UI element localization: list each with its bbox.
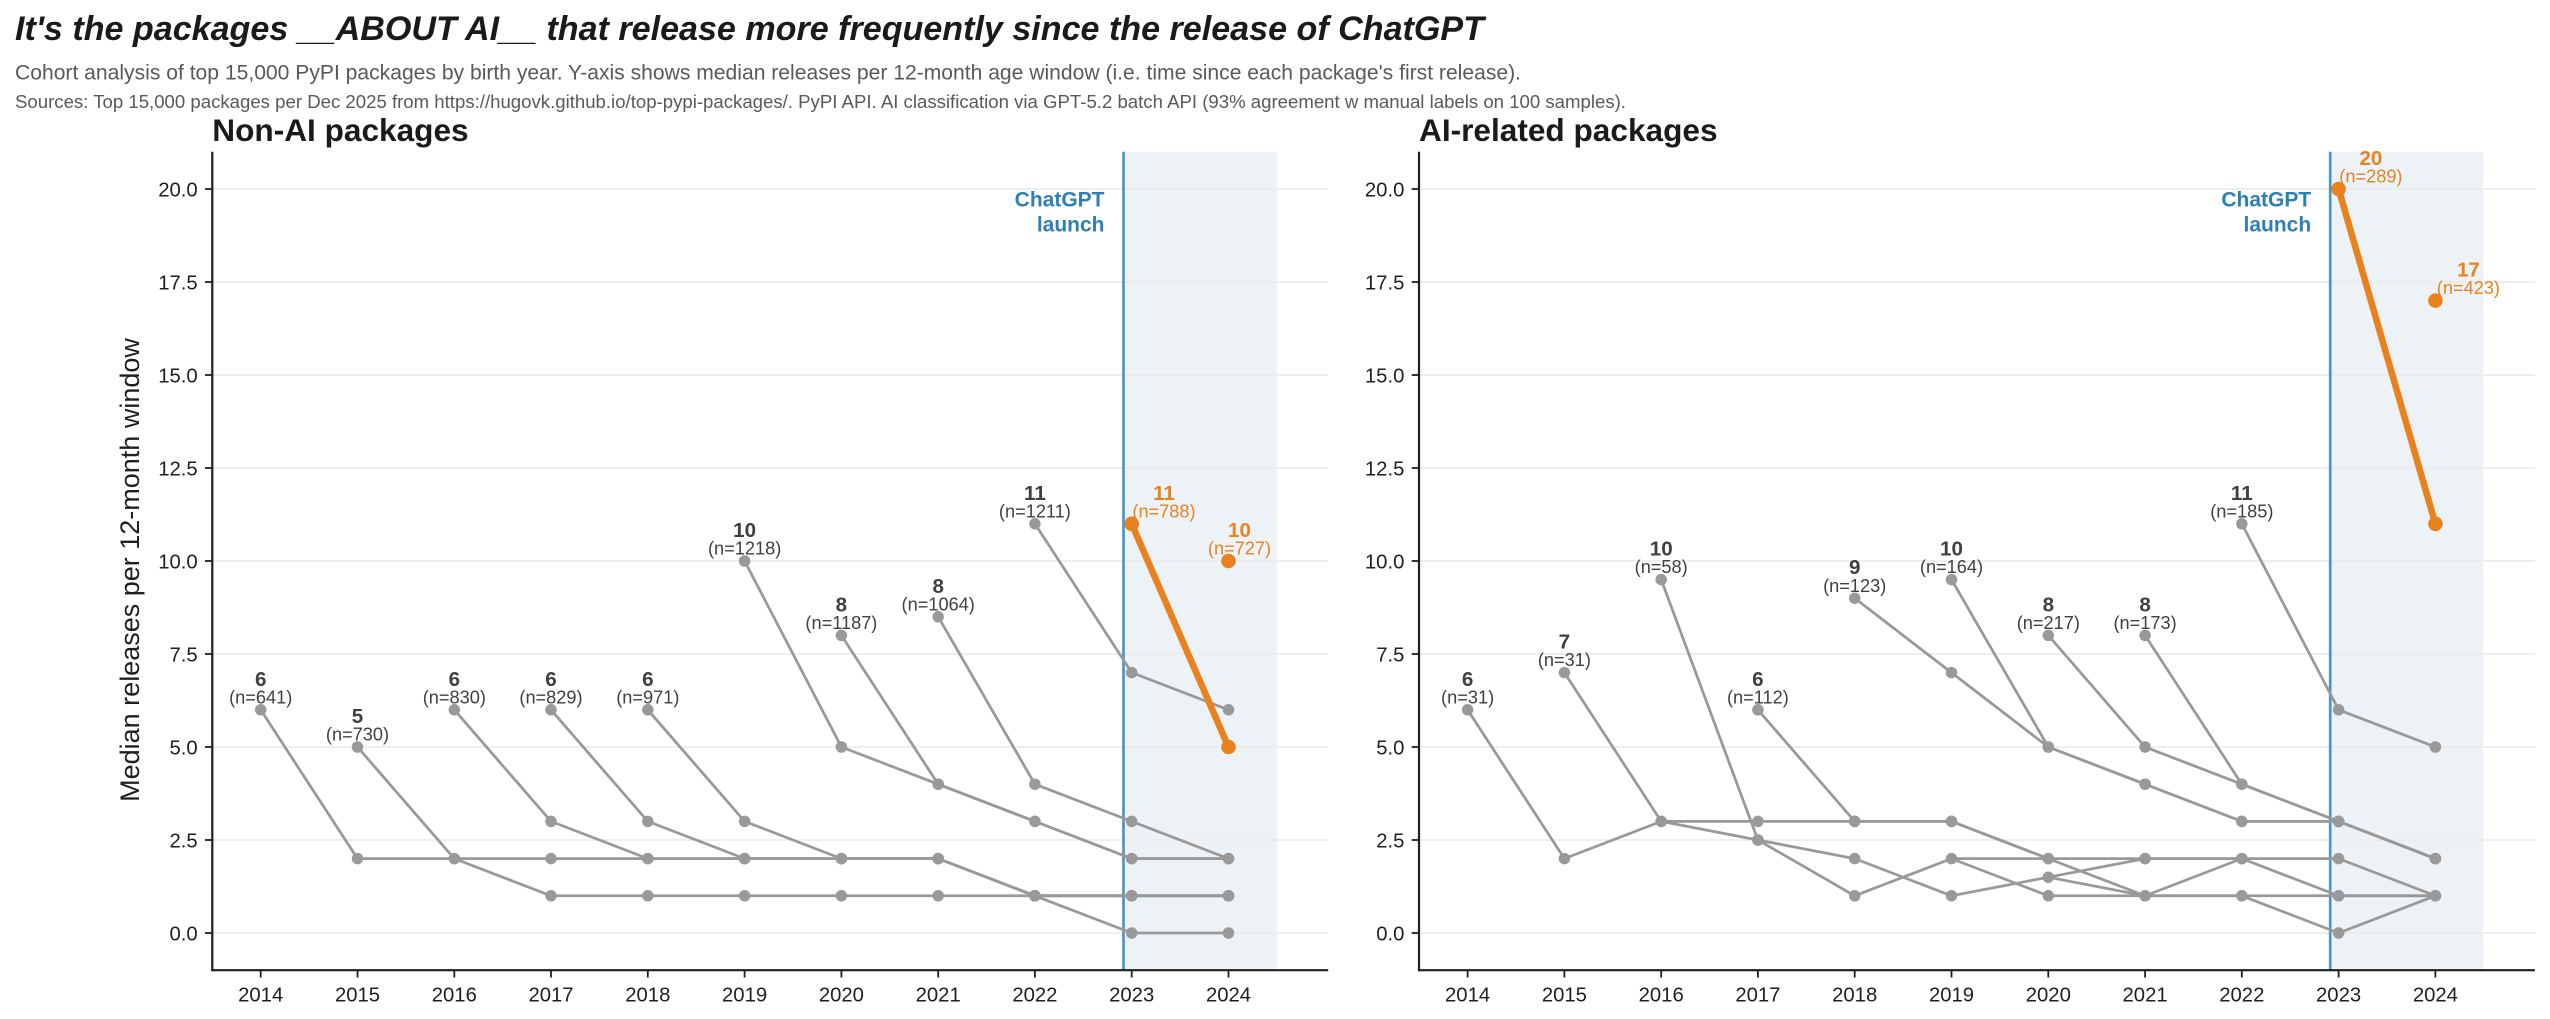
svg-text:(n=727): (n=727) [1208, 539, 1271, 559]
svg-text:9: 9 [1849, 556, 1860, 579]
svg-text:2023: 2023 [2316, 984, 2361, 1006]
svg-text:5.0: 5.0 [169, 737, 197, 759]
svg-text:11: 11 [1153, 482, 1175, 505]
svg-text:2024: 2024 [1206, 984, 1251, 1006]
svg-text:17.5: 17.5 [1365, 272, 1404, 294]
svg-text:2015: 2015 [1542, 984, 1587, 1006]
svg-text:(n=641): (n=641) [229, 687, 292, 707]
svg-text:20.0: 20.0 [158, 179, 197, 201]
svg-text:(n=123): (n=123) [1823, 576, 1886, 596]
svg-text:2014: 2014 [238, 984, 283, 1006]
svg-text:2014: 2014 [1445, 984, 1490, 1006]
svg-text:(n=830): (n=830) [423, 687, 486, 707]
svg-text:(n=164): (n=164) [1920, 557, 1983, 577]
svg-text:2017: 2017 [528, 984, 573, 1006]
svg-text:10: 10 [1228, 519, 1251, 542]
svg-text:2020: 2020 [2026, 984, 2071, 1006]
svg-text:11: 11 [2231, 482, 2253, 505]
svg-text:2.5: 2.5 [1376, 830, 1404, 852]
svg-text:10: 10 [733, 519, 756, 542]
svg-text:2017: 2017 [1735, 984, 1780, 1006]
svg-text:2019: 2019 [1929, 984, 1974, 1006]
svg-text:(n=58): (n=58) [1635, 557, 1688, 577]
svg-text:2016: 2016 [1639, 984, 1684, 1006]
svg-text:11: 11 [1024, 482, 1046, 505]
svg-text:(n=1064): (n=1064) [902, 594, 975, 614]
svg-text:(n=423): (n=423) [2437, 278, 2500, 298]
svg-text:0.0: 0.0 [1376, 923, 1404, 945]
svg-text:(n=31): (n=31) [1538, 650, 1591, 670]
svg-text:Cohort analysis of top 15,000: Cohort analysis of top 15,000 PyPI packa… [15, 62, 1521, 85]
svg-text:(n=1211): (n=1211) [999, 501, 1071, 521]
svg-text:(n=112): (n=112) [1727, 687, 1789, 707]
svg-text:6: 6 [1752, 668, 1763, 691]
svg-text:ChatGPT: ChatGPT [2221, 189, 2311, 212]
svg-text:launch: launch [1037, 214, 1105, 237]
svg-text:8: 8 [932, 575, 943, 598]
svg-text:17.5: 17.5 [158, 272, 197, 294]
svg-text:2022: 2022 [2219, 984, 2264, 1006]
svg-text:2018: 2018 [1832, 984, 1877, 1006]
svg-text:Median releases per 12-month w: Median releases per 12-month window [115, 338, 145, 802]
svg-text:6: 6 [545, 668, 556, 691]
svg-text:6: 6 [642, 668, 653, 691]
svg-text:7.5: 7.5 [1376, 644, 1404, 666]
svg-text:10: 10 [1940, 538, 1963, 561]
svg-text:(n=1187): (n=1187) [805, 613, 877, 633]
svg-text:2023: 2023 [1109, 984, 1154, 1006]
svg-text:20.0: 20.0 [1365, 179, 1404, 201]
svg-text:It's the packages __ABOUT AI__: It's the packages __ABOUT AI__ that rele… [15, 10, 1487, 48]
svg-text:15.0: 15.0 [1365, 365, 1404, 387]
svg-text:(n=788): (n=788) [1132, 501, 1195, 521]
svg-text:(n=829): (n=829) [519, 687, 582, 707]
svg-text:8: 8 [2043, 593, 2054, 616]
svg-text:2022: 2022 [1012, 984, 1057, 1006]
svg-text:Non-AI packages: Non-AI packages [212, 112, 468, 148]
svg-text:5: 5 [352, 705, 363, 728]
svg-text:(n=31): (n=31) [1441, 687, 1494, 707]
svg-text:7.5: 7.5 [169, 644, 197, 666]
svg-text:6: 6 [1462, 668, 1473, 691]
svg-text:2015: 2015 [335, 984, 380, 1006]
svg-text:launch: launch [2244, 214, 2312, 237]
svg-text:10: 10 [1650, 538, 1673, 561]
svg-text:2016: 2016 [432, 984, 477, 1006]
svg-text:(n=185): (n=185) [2210, 501, 2273, 521]
svg-text:2020: 2020 [819, 984, 864, 1006]
svg-text:(n=289): (n=289) [2339, 167, 2402, 187]
svg-text:8: 8 [836, 593, 847, 616]
svg-text:2024: 2024 [2413, 984, 2458, 1006]
svg-text:15.0: 15.0 [158, 365, 197, 387]
svg-text:10.0: 10.0 [158, 551, 197, 573]
svg-text:6: 6 [449, 668, 460, 691]
svg-text:(n=971): (n=971) [616, 687, 679, 707]
svg-text:2019: 2019 [722, 984, 767, 1006]
svg-text:(n=730): (n=730) [326, 725, 389, 745]
svg-text:2021: 2021 [2123, 984, 2168, 1006]
svg-text:(n=1218): (n=1218) [708, 539, 781, 559]
svg-text:6: 6 [255, 668, 266, 691]
svg-text:8: 8 [2139, 593, 2150, 616]
svg-text:2.5: 2.5 [169, 830, 197, 852]
svg-text:17: 17 [2457, 259, 2480, 282]
svg-text:(n=217): (n=217) [2017, 613, 2080, 633]
svg-text:(n=173): (n=173) [2113, 613, 2176, 633]
svg-text:0.0: 0.0 [169, 923, 197, 945]
svg-text:20: 20 [2359, 147, 2382, 170]
svg-text:5.0: 5.0 [1376, 737, 1404, 759]
svg-text:12.5: 12.5 [1365, 458, 1404, 480]
svg-text:AI-related packages: AI-related packages [1419, 112, 1718, 148]
svg-text:10.0: 10.0 [1365, 551, 1404, 573]
svg-text:7: 7 [1559, 631, 1570, 654]
svg-text:ChatGPT: ChatGPT [1015, 189, 1105, 212]
svg-text:12.5: 12.5 [158, 458, 197, 480]
svg-text:Sources: Top 15,000 packages p: Sources: Top 15,000 packages per Dec 202… [15, 91, 1626, 112]
svg-text:2021: 2021 [916, 984, 961, 1006]
svg-text:2018: 2018 [625, 984, 670, 1006]
